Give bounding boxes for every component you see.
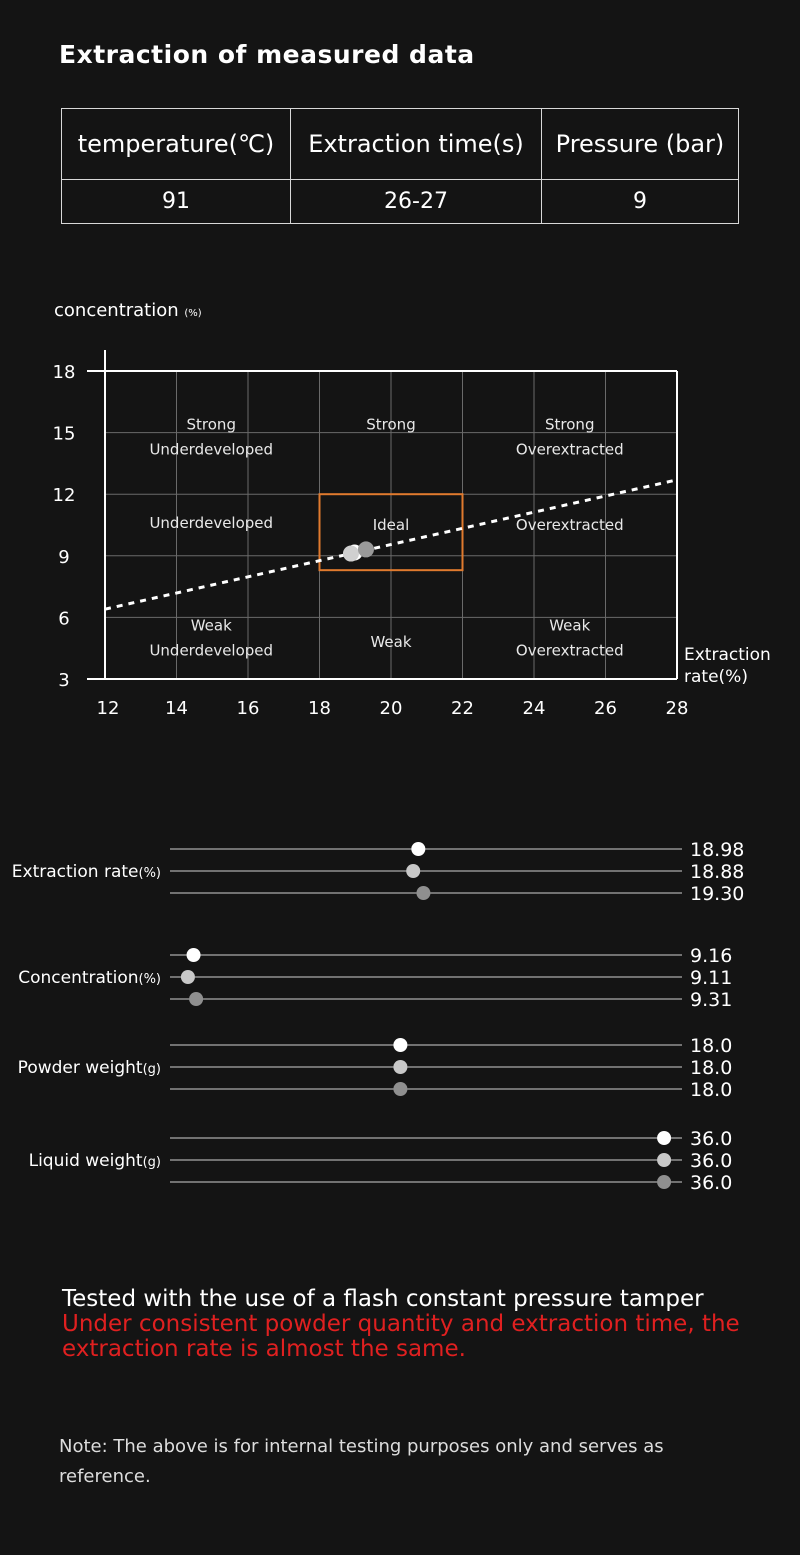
strip-value-label: 18.98 (690, 839, 744, 861)
x-tick-label: 14 (165, 698, 188, 719)
data-point (342, 545, 359, 562)
strip-value-label: 36.0 (690, 1150, 732, 1172)
table-header-row: temperature(℃) Extraction time(s) Pressu… (60, 108, 740, 180)
strip-value-label: 18.0 (690, 1057, 732, 1079)
strip-group-title: Concentration (18, 968, 138, 988)
strip-dot (657, 1175, 672, 1189)
strip-group-label: Powder weight(g) (18, 1058, 161, 1078)
extraction-chart: 12 14 16 18 20 22 24 26 28 18 15 12 9 6 3 Extractionrat… (53, 350, 771, 719)
value-temperature: 91 (60, 179, 292, 224)
footer-highlight: Under consistent powder quantity and ext… (62, 1311, 740, 1362)
value-extraction-time: 26-27 (290, 179, 542, 224)
strip-group-label: Extraction rate(%) (12, 862, 161, 882)
strip-group-label: Liquid weight(g) (29, 1151, 161, 1171)
x-axis-unit: rate(%) (684, 667, 748, 687)
strip-dot (657, 1153, 672, 1167)
strip-dot (416, 886, 431, 900)
x-tick-label: 18 (308, 698, 331, 719)
y-tick-label: 9 (58, 547, 69, 568)
table-row: 91 26-27 9 (60, 179, 740, 224)
strip-dot (393, 1082, 408, 1096)
strip-group-title: Powder weight (18, 1058, 143, 1078)
strip-value-label: 19.30 (690, 883, 744, 905)
strip-group-label: Concentration(%) (18, 968, 161, 988)
zone-label: Underdeveloped (149, 514, 273, 532)
strip-value-label: 18.0 (690, 1079, 732, 1101)
strip-value-label: 18.88 (690, 861, 744, 883)
dot-strip-chart: Extraction rate(%)18.9818.8819.30Concent… (12, 839, 745, 1194)
strip-dot (186, 948, 201, 962)
strip-group-title: Liquid weight (29, 1151, 143, 1171)
parameter-table: temperature(℃) Extraction time(s) Pressu… (60, 108, 740, 224)
strip-dot (189, 992, 204, 1006)
zone-label: Ideal (373, 516, 410, 534)
x-tick-label: 22 (451, 698, 474, 719)
strip-group-unit: (%) (139, 972, 162, 987)
strip-dot (657, 1131, 672, 1145)
zone-label: Weak (370, 633, 411, 651)
strip-value-label: 36.0 (690, 1128, 732, 1150)
x-tick-label: 12 (97, 698, 120, 719)
strip-dot (393, 1060, 408, 1074)
header-temperature: temperature(℃) (60, 108, 292, 180)
y-axis-unit: (%) (184, 308, 202, 319)
footer-headline: Tested with the use of a flash constant … (62, 1286, 704, 1312)
strip-value-label: 9.31 (690, 989, 732, 1011)
y-axis-label: concentration (%) (54, 300, 202, 321)
zone-label: Overextracted (516, 440, 624, 458)
x-tick-label: 16 (237, 698, 260, 719)
strip-group-unit: (g) (143, 1155, 161, 1170)
zone-label: Underdeveloped (149, 440, 273, 458)
y-tick-label: 18 (53, 362, 76, 383)
strip-value-label: 18.0 (690, 1035, 732, 1057)
zone-label: Overextracted (516, 516, 624, 534)
footer-note: Note: The above is for internal testing … (59, 1436, 664, 1487)
ideal-zone-box (318, 493, 464, 572)
y-tick-label: 12 (53, 485, 76, 506)
trend-line (104, 478, 678, 611)
y-tick-label: 3 (58, 670, 69, 691)
zone-label: Strong (187, 415, 236, 433)
strip-group-unit: (%) (139, 866, 162, 881)
strip-value-label: 36.0 (690, 1172, 732, 1194)
x-axis-title: Extraction (684, 645, 771, 665)
header-extraction-time: Extraction time(s) (290, 108, 542, 180)
zone-label: Strong (545, 415, 594, 433)
zone-label: Underdeveloped (149, 642, 273, 660)
x-tick-label: 26 (594, 698, 617, 719)
y-axis-title: concentration (54, 300, 179, 321)
x-tick-label: 28 (666, 698, 689, 719)
header-pressure: Pressure (bar) (540, 108, 740, 180)
strip-group-title: Extraction rate (12, 862, 139, 882)
data-point (357, 541, 374, 558)
zone-label: Weak (549, 617, 590, 635)
value-pressure: 9 (540, 179, 740, 224)
strip-dot (180, 970, 195, 984)
strip-value-label: 9.16 (690, 945, 732, 967)
x-tick-label: 20 (380, 698, 403, 719)
strip-dot (406, 864, 421, 878)
strip-value-label: 9.11 (690, 967, 732, 989)
y-tick-label: 15 (53, 424, 76, 445)
strip-dot (411, 842, 426, 856)
x-tick-label: 24 (523, 698, 546, 719)
zone-label: Weak (191, 617, 232, 635)
zone-label: Strong (366, 415, 415, 433)
strip-dot (393, 1038, 408, 1052)
page-title: Extraction of measured data (59, 40, 475, 69)
strip-group-unit: (g) (143, 1062, 161, 1077)
zone-label: Overextracted (516, 642, 624, 660)
y-tick-label: 6 (58, 608, 69, 629)
